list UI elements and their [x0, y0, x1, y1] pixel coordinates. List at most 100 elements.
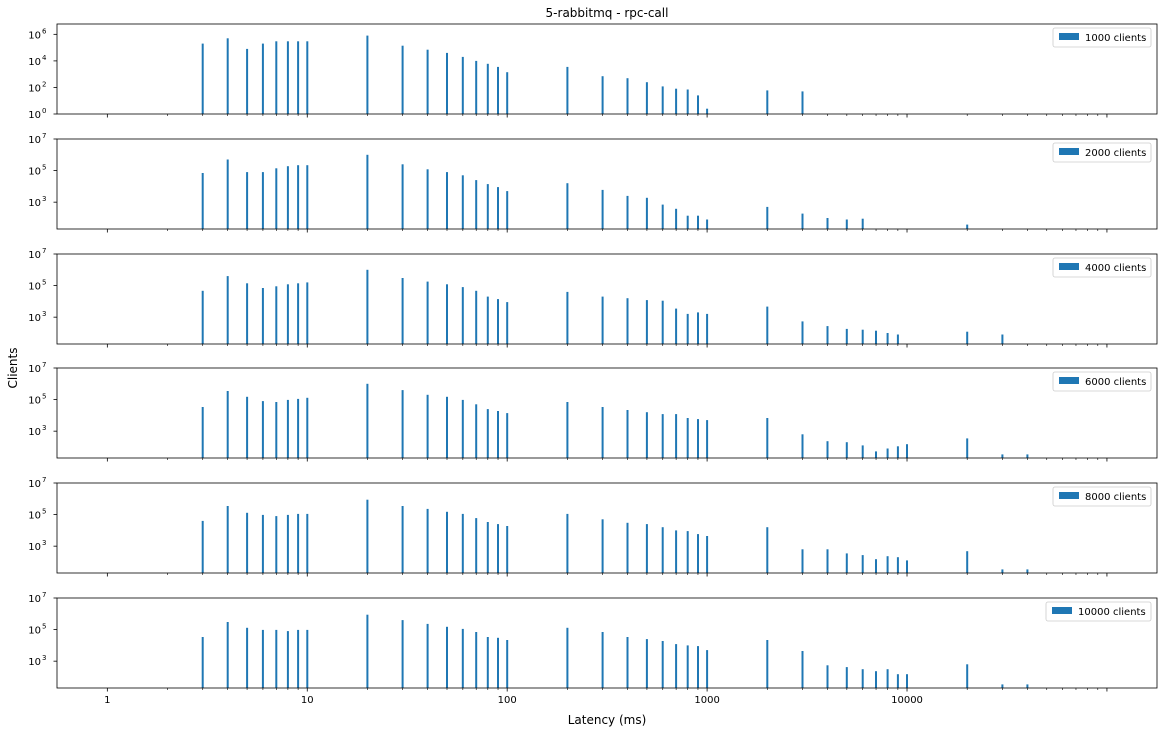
- y-tick-label: 10: [28, 313, 41, 324]
- chart-title: 5-rabbitmq - rpc-call: [546, 6, 669, 20]
- bar: [645, 300, 648, 344]
- bar: [201, 173, 204, 229]
- bar: [475, 518, 478, 573]
- x-tick-label: 10000: [891, 695, 923, 706]
- bar: [306, 629, 309, 688]
- legend: 6000 clients: [1052, 371, 1152, 392]
- y-tick-label: 10: [28, 427, 41, 438]
- bar: [401, 278, 404, 344]
- y-tick-exponent: 3: [42, 310, 46, 318]
- bar: [246, 627, 249, 688]
- bar: [697, 312, 699, 344]
- y-tick-exponent: 3: [42, 539, 46, 547]
- bar: [246, 512, 249, 573]
- bar: [306, 41, 309, 114]
- y-tick-label: 10: [28, 594, 41, 605]
- legend-box: [1052, 371, 1152, 392]
- bar: [226, 38, 229, 114]
- bar: [506, 413, 509, 458]
- bar: [261, 401, 264, 458]
- bar: [601, 519, 604, 573]
- y-tick-exponent: 3: [42, 424, 46, 432]
- bar: [401, 390, 404, 458]
- bar: [1001, 684, 1004, 688]
- bar: [896, 334, 899, 344]
- bar: [506, 191, 509, 229]
- bar: [461, 513, 464, 573]
- bar: [626, 410, 629, 458]
- bar: [706, 420, 709, 458]
- bar: [966, 438, 969, 458]
- bar: [601, 296, 604, 344]
- legend-label: 8000 clients: [1085, 492, 1146, 503]
- legend: 2000 clients: [1052, 142, 1152, 163]
- legend-swatch: [1059, 263, 1079, 270]
- bar: [486, 184, 489, 229]
- bar: [845, 442, 848, 458]
- bar: [401, 506, 404, 573]
- legend-label: 4000 clients: [1085, 263, 1146, 274]
- bar: [686, 89, 689, 114]
- bar: [875, 330, 877, 344]
- bar: [861, 555, 864, 573]
- y-tick-label: 10: [28, 57, 41, 68]
- y-tick-label: 10: [28, 282, 41, 293]
- bar: [626, 78, 629, 114]
- bar: [486, 296, 489, 344]
- y-tick-label: 10: [28, 167, 41, 178]
- y-tick-exponent: 5: [42, 164, 46, 172]
- bar: [566, 183, 569, 229]
- bar: [461, 628, 464, 688]
- bar: [426, 508, 429, 573]
- bar: [626, 637, 629, 688]
- x-tick-label: 1: [104, 695, 110, 706]
- bar: [706, 536, 709, 573]
- bar: [661, 414, 664, 458]
- bar: [966, 224, 969, 229]
- bar: [886, 669, 889, 688]
- bar: [261, 514, 264, 573]
- x-tick-label: 100: [498, 695, 517, 706]
- bar: [966, 664, 969, 688]
- bar: [486, 63, 489, 114]
- y-tick-exponent: 7: [42, 591, 46, 599]
- bar: [896, 557, 899, 573]
- bar: [497, 187, 499, 229]
- bar: [906, 674, 908, 688]
- axes-frame: [56, 367, 1158, 459]
- legend-label: 6000 clients: [1085, 377, 1146, 388]
- axes-frame: [56, 482, 1158, 574]
- bar: [906, 560, 908, 573]
- x-tick-label: 10: [301, 695, 314, 706]
- y-tick-exponent: 2: [42, 80, 46, 88]
- bar: [286, 41, 289, 114]
- bar: [475, 180, 478, 229]
- bar: [366, 614, 369, 688]
- bar: [861, 445, 864, 458]
- bar: [686, 313, 689, 344]
- bar: [475, 290, 478, 344]
- y-tick-label: 10: [28, 30, 41, 41]
- bar: [1001, 334, 1004, 344]
- bar: [845, 219, 848, 229]
- bar: [366, 383, 369, 458]
- bar: [645, 639, 648, 688]
- bar: [686, 418, 689, 458]
- legend-swatch: [1059, 377, 1079, 384]
- bar: [661, 300, 664, 344]
- bar: [801, 651, 804, 688]
- bar: [675, 208, 678, 229]
- bar: [475, 60, 478, 114]
- bar: [886, 556, 889, 573]
- bar: [801, 213, 804, 229]
- bar: [826, 665, 829, 688]
- bar: [906, 444, 908, 458]
- bar: [275, 41, 278, 114]
- legend-swatch: [1059, 492, 1079, 499]
- legend-box: [1052, 142, 1152, 163]
